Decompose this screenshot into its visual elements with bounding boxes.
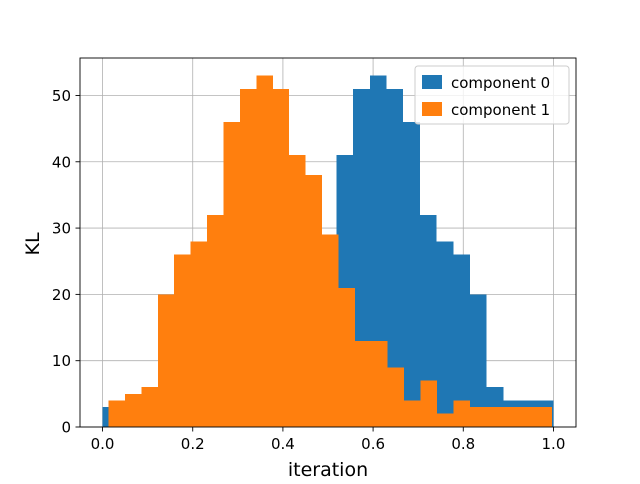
axes: 0.0 0.2 0.4 0.6 0.8 1.0 0 10 20 30 40 50 xyxy=(52,57,577,453)
x-tick-label: 1.0 xyxy=(542,435,566,453)
histogram-bar xyxy=(535,407,552,427)
histogram-bar xyxy=(404,400,421,427)
histogram-bar xyxy=(207,214,224,427)
histogram-bar xyxy=(403,121,420,428)
histogram-bar xyxy=(354,340,372,427)
x-tick-label: 0.6 xyxy=(361,435,385,453)
histogram-bar xyxy=(223,121,240,428)
histogram-bar xyxy=(239,88,257,427)
histogram-bar xyxy=(371,340,388,427)
histogram-bar xyxy=(436,241,454,427)
legend-label: component 1 xyxy=(451,101,550,119)
histogram-bar xyxy=(124,393,142,427)
axes-frame xyxy=(79,57,577,428)
histogram-bar xyxy=(305,175,323,427)
legend-swatch xyxy=(422,102,442,116)
y-tick-label: 20 xyxy=(52,286,71,304)
legend-swatch xyxy=(422,75,442,89)
histogram-bar xyxy=(436,413,454,427)
y-tick-label: 10 xyxy=(52,352,71,370)
histogram-bar xyxy=(174,254,191,427)
histogram-bar xyxy=(519,407,536,427)
histogram-bar xyxy=(453,400,470,427)
x-axis-label: iteration xyxy=(288,459,368,480)
histogram-bar xyxy=(190,241,208,427)
histogram-bar xyxy=(256,75,273,428)
histogram-bar xyxy=(289,155,306,427)
histogram-bar xyxy=(108,400,125,427)
histogram-bar xyxy=(469,407,487,427)
x-tick-label: 0.0 xyxy=(91,435,115,453)
y-axis-label: KL xyxy=(22,232,44,255)
histogram-bar xyxy=(453,254,470,427)
bars xyxy=(102,75,554,428)
histogram-bar xyxy=(420,380,437,427)
histogram-bar xyxy=(322,234,339,427)
x-tick-label: 0.4 xyxy=(271,435,295,453)
histogram-bar xyxy=(141,387,158,427)
y-tick-label: 40 xyxy=(52,153,71,171)
y-tick-label: 30 xyxy=(52,220,71,238)
legend-box xyxy=(414,65,570,125)
y-tick-label: 50 xyxy=(52,87,71,105)
legend-label: component 0 xyxy=(451,74,550,92)
histogram-bar xyxy=(338,287,355,427)
series-1-bars xyxy=(108,75,552,428)
histogram-bar xyxy=(486,407,503,427)
histogram-bar xyxy=(386,88,404,427)
x-tick-label: 0.8 xyxy=(451,435,475,453)
histogram-bar xyxy=(469,294,487,427)
y-tick-label: 0 xyxy=(61,419,71,437)
histogram-bar xyxy=(502,407,520,427)
x-tick-label: 0.2 xyxy=(181,435,205,453)
histogram-bar xyxy=(369,75,387,428)
histogram-bar xyxy=(419,214,437,427)
legend: component 0 component 1 xyxy=(414,65,570,125)
histogram-bar xyxy=(387,367,405,427)
histogram-bar xyxy=(272,88,290,427)
histogram-bar xyxy=(157,294,175,427)
